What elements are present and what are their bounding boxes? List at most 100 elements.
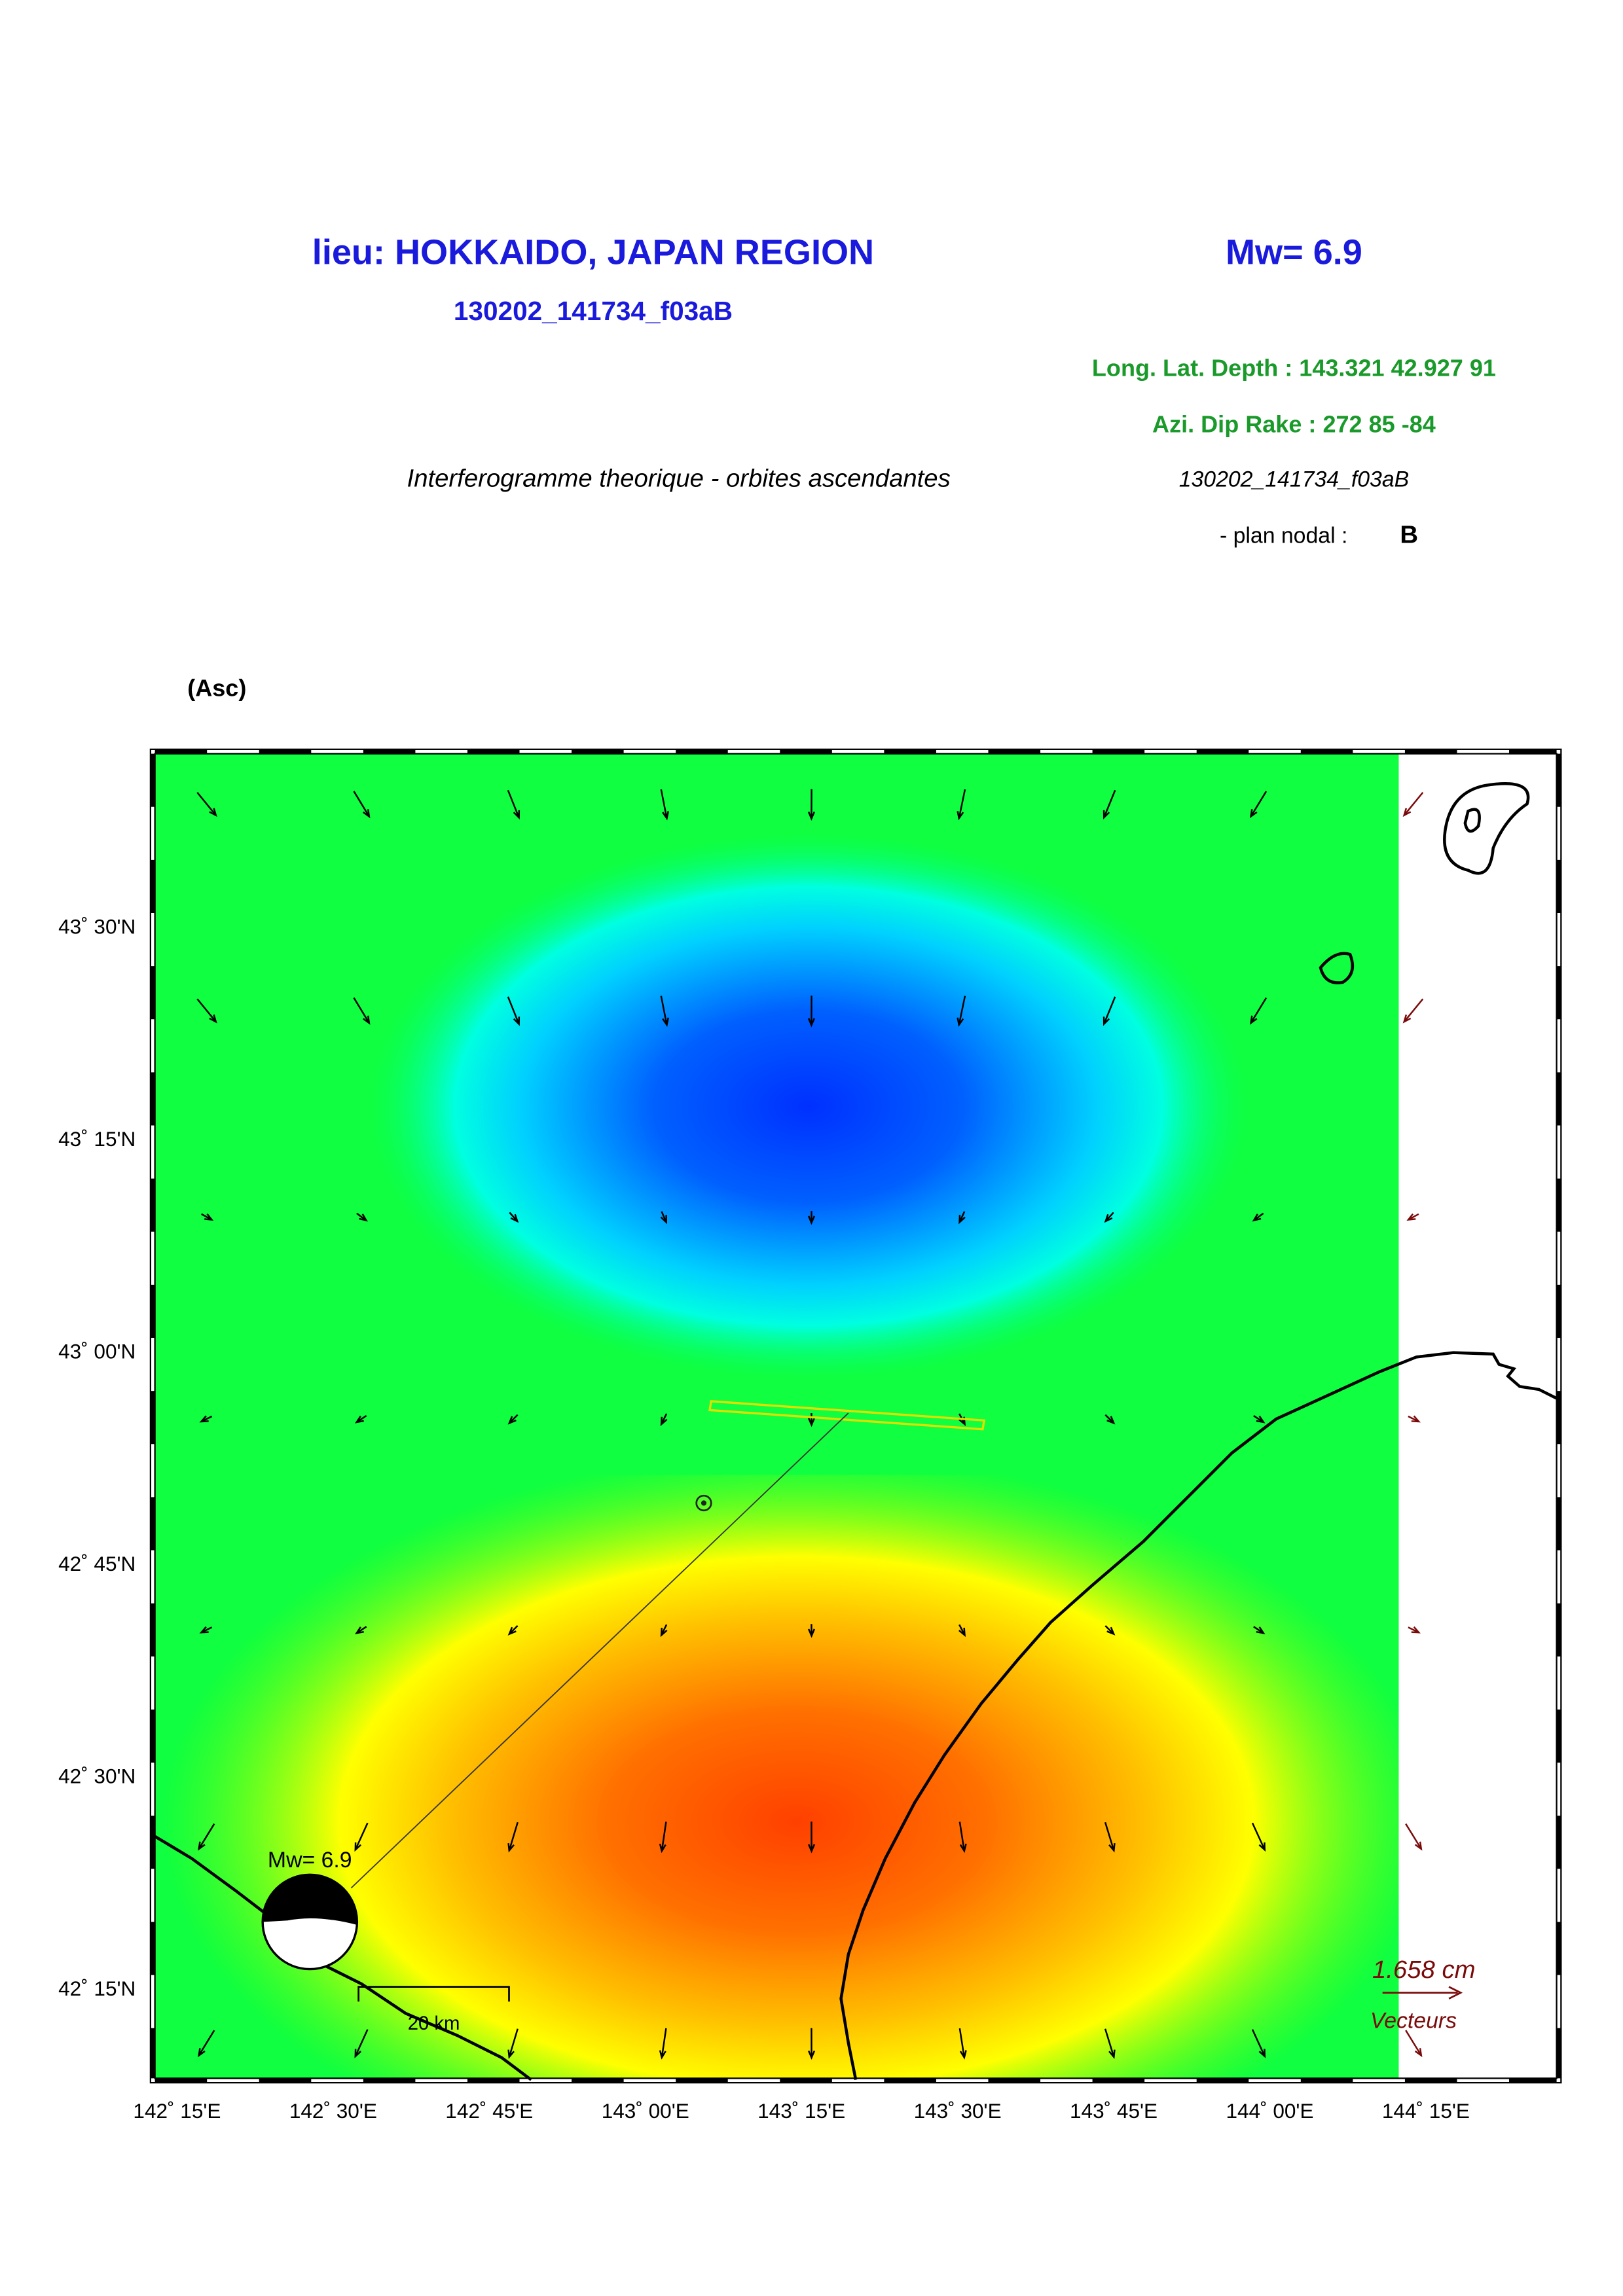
event-id-small: 130202_141734_f03aB [1179, 467, 1409, 492]
vector-head [1402, 1014, 1412, 1024]
vector-head [199, 1415, 209, 1423]
frame-segment [467, 2078, 520, 2083]
frame-segment [467, 749, 520, 754]
vector-head [807, 811, 815, 821]
vector-head [808, 2050, 816, 2060]
vector [660, 996, 668, 1026]
frame-segment [780, 749, 832, 754]
orbit: (Asc) [187, 675, 246, 702]
frame-segment [1556, 1391, 1561, 1444]
vector [507, 789, 520, 818]
vector-head [510, 1213, 519, 1223]
vector-head [808, 1844, 816, 1854]
lon-label: 144˚ 15'E [1382, 2099, 1470, 2123]
frame-segment [363, 2078, 416, 2083]
frame-segment [363, 749, 416, 754]
vector-head [660, 1628, 668, 1638]
vector [958, 1821, 966, 1852]
lon-label: 142˚ 30'E [289, 2099, 377, 2123]
lat-label: 43˚ 00'N [58, 1340, 136, 1363]
vector-head [807, 1018, 815, 1028]
lon-label: 143˚ 15'E [757, 2099, 845, 2123]
vector [353, 997, 370, 1024]
frame-segment [150, 1709, 155, 1763]
lon-label: 143˚ 30'E [914, 2099, 1002, 2123]
nodal-plane: B [1400, 520, 1418, 548]
vector-head [958, 1215, 966, 1225]
vector [1251, 2029, 1266, 2057]
vector-head [1411, 1626, 1421, 1634]
vector-head [354, 1626, 364, 1634]
beachball-quadrant [263, 1874, 357, 1922]
displacement-vectors [196, 789, 1424, 2060]
vector-head [807, 1628, 816, 1638]
frame-segment [884, 749, 936, 754]
frame-segment [150, 2028, 155, 2079]
frame-segment [1556, 1284, 1561, 1338]
frame-segment [1404, 2078, 1457, 2083]
frame-segment [1092, 2078, 1145, 2083]
vector-head [1108, 2049, 1116, 2059]
frame-segment [259, 2078, 312, 2083]
vector-head [1103, 1016, 1110, 1026]
frame-segment [155, 2078, 208, 2083]
vector-head [1411, 1415, 1421, 1423]
frame-segment [1196, 749, 1249, 754]
frame-segment [1556, 1497, 1561, 1551]
vector-head [1252, 1213, 1262, 1222]
vector-head [204, 1213, 214, 1221]
frame-segment [676, 2078, 728, 2083]
lon-label: 142˚ 45'E [445, 2099, 533, 2123]
vector-head [354, 1415, 364, 1424]
vector [1405, 1823, 1422, 1850]
lon-label: 143˚ 45'E [1070, 2099, 1158, 2123]
vector [958, 996, 966, 1026]
vector-head [513, 1016, 520, 1026]
beachball-leader [350, 1412, 849, 1889]
vector-head [957, 1017, 964, 1027]
vector-head [507, 1416, 517, 1425]
frame-segment [150, 1391, 155, 1444]
frame-segment [150, 1603, 155, 1657]
frame-segment [150, 1922, 155, 1975]
nodal-plane-label: - plan nodal : [1220, 523, 1347, 548]
coastline [154, 1835, 532, 2081]
vector-head [662, 1017, 669, 1027]
frame-segment [150, 753, 155, 807]
vector-scale: 1.658 cm [1372, 1956, 1476, 1984]
lon-label: 142˚ 15'E [133, 2099, 221, 2123]
frame-segment [1556, 1178, 1561, 1232]
vector-head [198, 1841, 206, 1851]
vector-label: Vecteurs [1370, 2009, 1457, 2034]
vector-head [1106, 1626, 1116, 1636]
frame-segment [1556, 1603, 1561, 1657]
frame-segment [1092, 749, 1145, 754]
frame-segment [1509, 749, 1557, 754]
vector-head [959, 2050, 967, 2060]
epicenter-dot [701, 1500, 707, 1506]
vector [1104, 1821, 1115, 1851]
vector-head [807, 1418, 816, 1427]
island [1319, 952, 1355, 984]
vector [198, 2030, 215, 2056]
vector-head [1106, 1416, 1116, 1425]
lat-label: 43˚ 30'N [58, 915, 136, 939]
frame-segment [780, 2078, 832, 2083]
frame-segment [150, 1284, 155, 1338]
frame-segment [155, 749, 208, 754]
vector-head [1414, 2048, 1423, 2058]
frame-segment [572, 2078, 624, 2083]
frame-segment [988, 749, 1041, 754]
scale-bar [357, 1986, 510, 2002]
frame-ticks [150, 749, 1561, 2083]
vector [508, 1821, 519, 1851]
map: Mw= 6.9 20 km 1.658 cm Vecteurs 142˚ 15'… [58, 748, 1562, 2123]
vector [958, 789, 966, 819]
vector [660, 789, 668, 819]
vector-head [662, 811, 669, 821]
vector-head [659, 2050, 666, 2060]
vector-head [209, 808, 217, 817]
vector-head [1104, 1213, 1113, 1223]
